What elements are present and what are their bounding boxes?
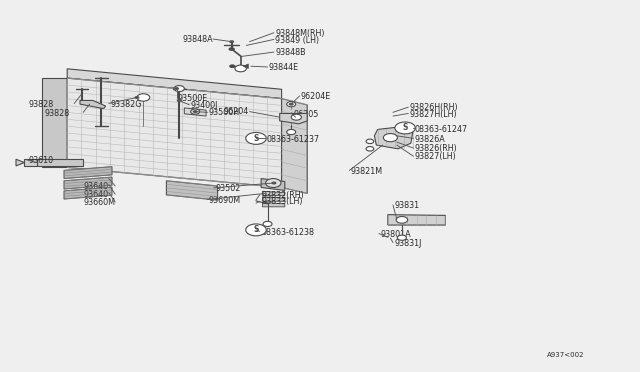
Polygon shape: [262, 202, 285, 207]
Text: 93826A: 93826A: [415, 135, 445, 144]
Polygon shape: [24, 159, 37, 166]
Text: 93500E: 93500E: [178, 94, 208, 103]
Text: 96204E: 96204E: [301, 92, 331, 101]
Circle shape: [271, 182, 276, 185]
Text: 93640: 93640: [83, 190, 108, 199]
Text: 93826(RH): 93826(RH): [415, 144, 458, 153]
Text: 93826H(RH): 93826H(RH): [410, 103, 458, 112]
Text: 08363-61247: 08363-61247: [415, 125, 468, 134]
Polygon shape: [280, 113, 307, 124]
Text: 93827H(LH): 93827H(LH): [410, 110, 457, 119]
Text: 93848B: 93848B: [275, 48, 306, 57]
Circle shape: [246, 132, 266, 144]
Circle shape: [228, 47, 235, 51]
Circle shape: [246, 224, 266, 236]
Polygon shape: [282, 99, 307, 193]
Polygon shape: [243, 64, 248, 68]
Text: 93640: 93640: [83, 182, 108, 191]
Text: 93502: 93502: [215, 184, 241, 193]
Text: 93831J: 93831J: [394, 239, 422, 248]
Text: 93821M: 93821M: [351, 167, 383, 176]
Circle shape: [193, 110, 198, 113]
Text: 93610: 93610: [28, 156, 53, 165]
Circle shape: [396, 217, 408, 223]
Circle shape: [235, 65, 246, 72]
Text: 93832(RH): 93832(RH): [261, 191, 304, 200]
Polygon shape: [374, 126, 413, 149]
Polygon shape: [388, 215, 445, 225]
Text: S: S: [253, 134, 259, 143]
Text: 93828: 93828: [45, 109, 70, 118]
Polygon shape: [261, 179, 285, 190]
Text: 93500H: 93500H: [209, 108, 240, 117]
Text: 08363-61238: 08363-61238: [261, 228, 314, 237]
Circle shape: [229, 40, 234, 43]
Text: 93833(LH): 93833(LH): [261, 198, 303, 206]
Text: 93831: 93831: [394, 201, 419, 210]
Circle shape: [366, 147, 374, 151]
Circle shape: [287, 129, 296, 135]
Circle shape: [383, 134, 397, 142]
Text: 93801A: 93801A: [380, 230, 411, 239]
Circle shape: [289, 103, 294, 106]
Text: S: S: [403, 124, 408, 132]
Text: 93844E: 93844E: [269, 63, 299, 72]
Polygon shape: [80, 100, 106, 109]
Text: 08363-61237: 08363-61237: [266, 135, 319, 144]
Text: 93828: 93828: [28, 100, 53, 109]
Text: 93848M(RH): 93848M(RH): [275, 29, 324, 38]
Polygon shape: [37, 159, 83, 166]
Text: 93382G: 93382G: [110, 100, 141, 109]
Text: 93848A: 93848A: [182, 35, 213, 44]
Text: A937<002: A937<002: [547, 352, 585, 358]
Circle shape: [174, 87, 179, 90]
Text: 93660M: 93660M: [83, 198, 115, 207]
Polygon shape: [67, 69, 282, 99]
Text: 93690M: 93690M: [209, 196, 241, 205]
Text: 96204: 96204: [223, 107, 248, 116]
Polygon shape: [64, 177, 112, 189]
Circle shape: [397, 235, 406, 240]
Polygon shape: [64, 167, 112, 179]
Circle shape: [229, 64, 236, 68]
Circle shape: [395, 122, 415, 134]
Circle shape: [291, 114, 301, 120]
Circle shape: [191, 109, 200, 114]
Circle shape: [266, 179, 281, 187]
Polygon shape: [67, 78, 282, 187]
Text: 93400J: 93400J: [191, 101, 218, 110]
Polygon shape: [42, 78, 67, 167]
Polygon shape: [262, 191, 285, 196]
Circle shape: [287, 102, 296, 107]
Text: S: S: [253, 225, 259, 234]
Circle shape: [177, 99, 182, 102]
Text: 93827(LH): 93827(LH): [415, 153, 456, 161]
Circle shape: [134, 96, 140, 99]
Circle shape: [366, 139, 374, 144]
Text: 93849 (LH): 93849 (LH): [275, 36, 319, 45]
Polygon shape: [166, 181, 218, 200]
Circle shape: [137, 94, 150, 101]
Polygon shape: [64, 187, 112, 199]
Circle shape: [174, 86, 184, 92]
Circle shape: [263, 221, 272, 227]
Polygon shape: [262, 197, 285, 201]
Polygon shape: [16, 159, 24, 166]
Text: 96205: 96205: [293, 110, 319, 119]
Polygon shape: [184, 108, 206, 116]
